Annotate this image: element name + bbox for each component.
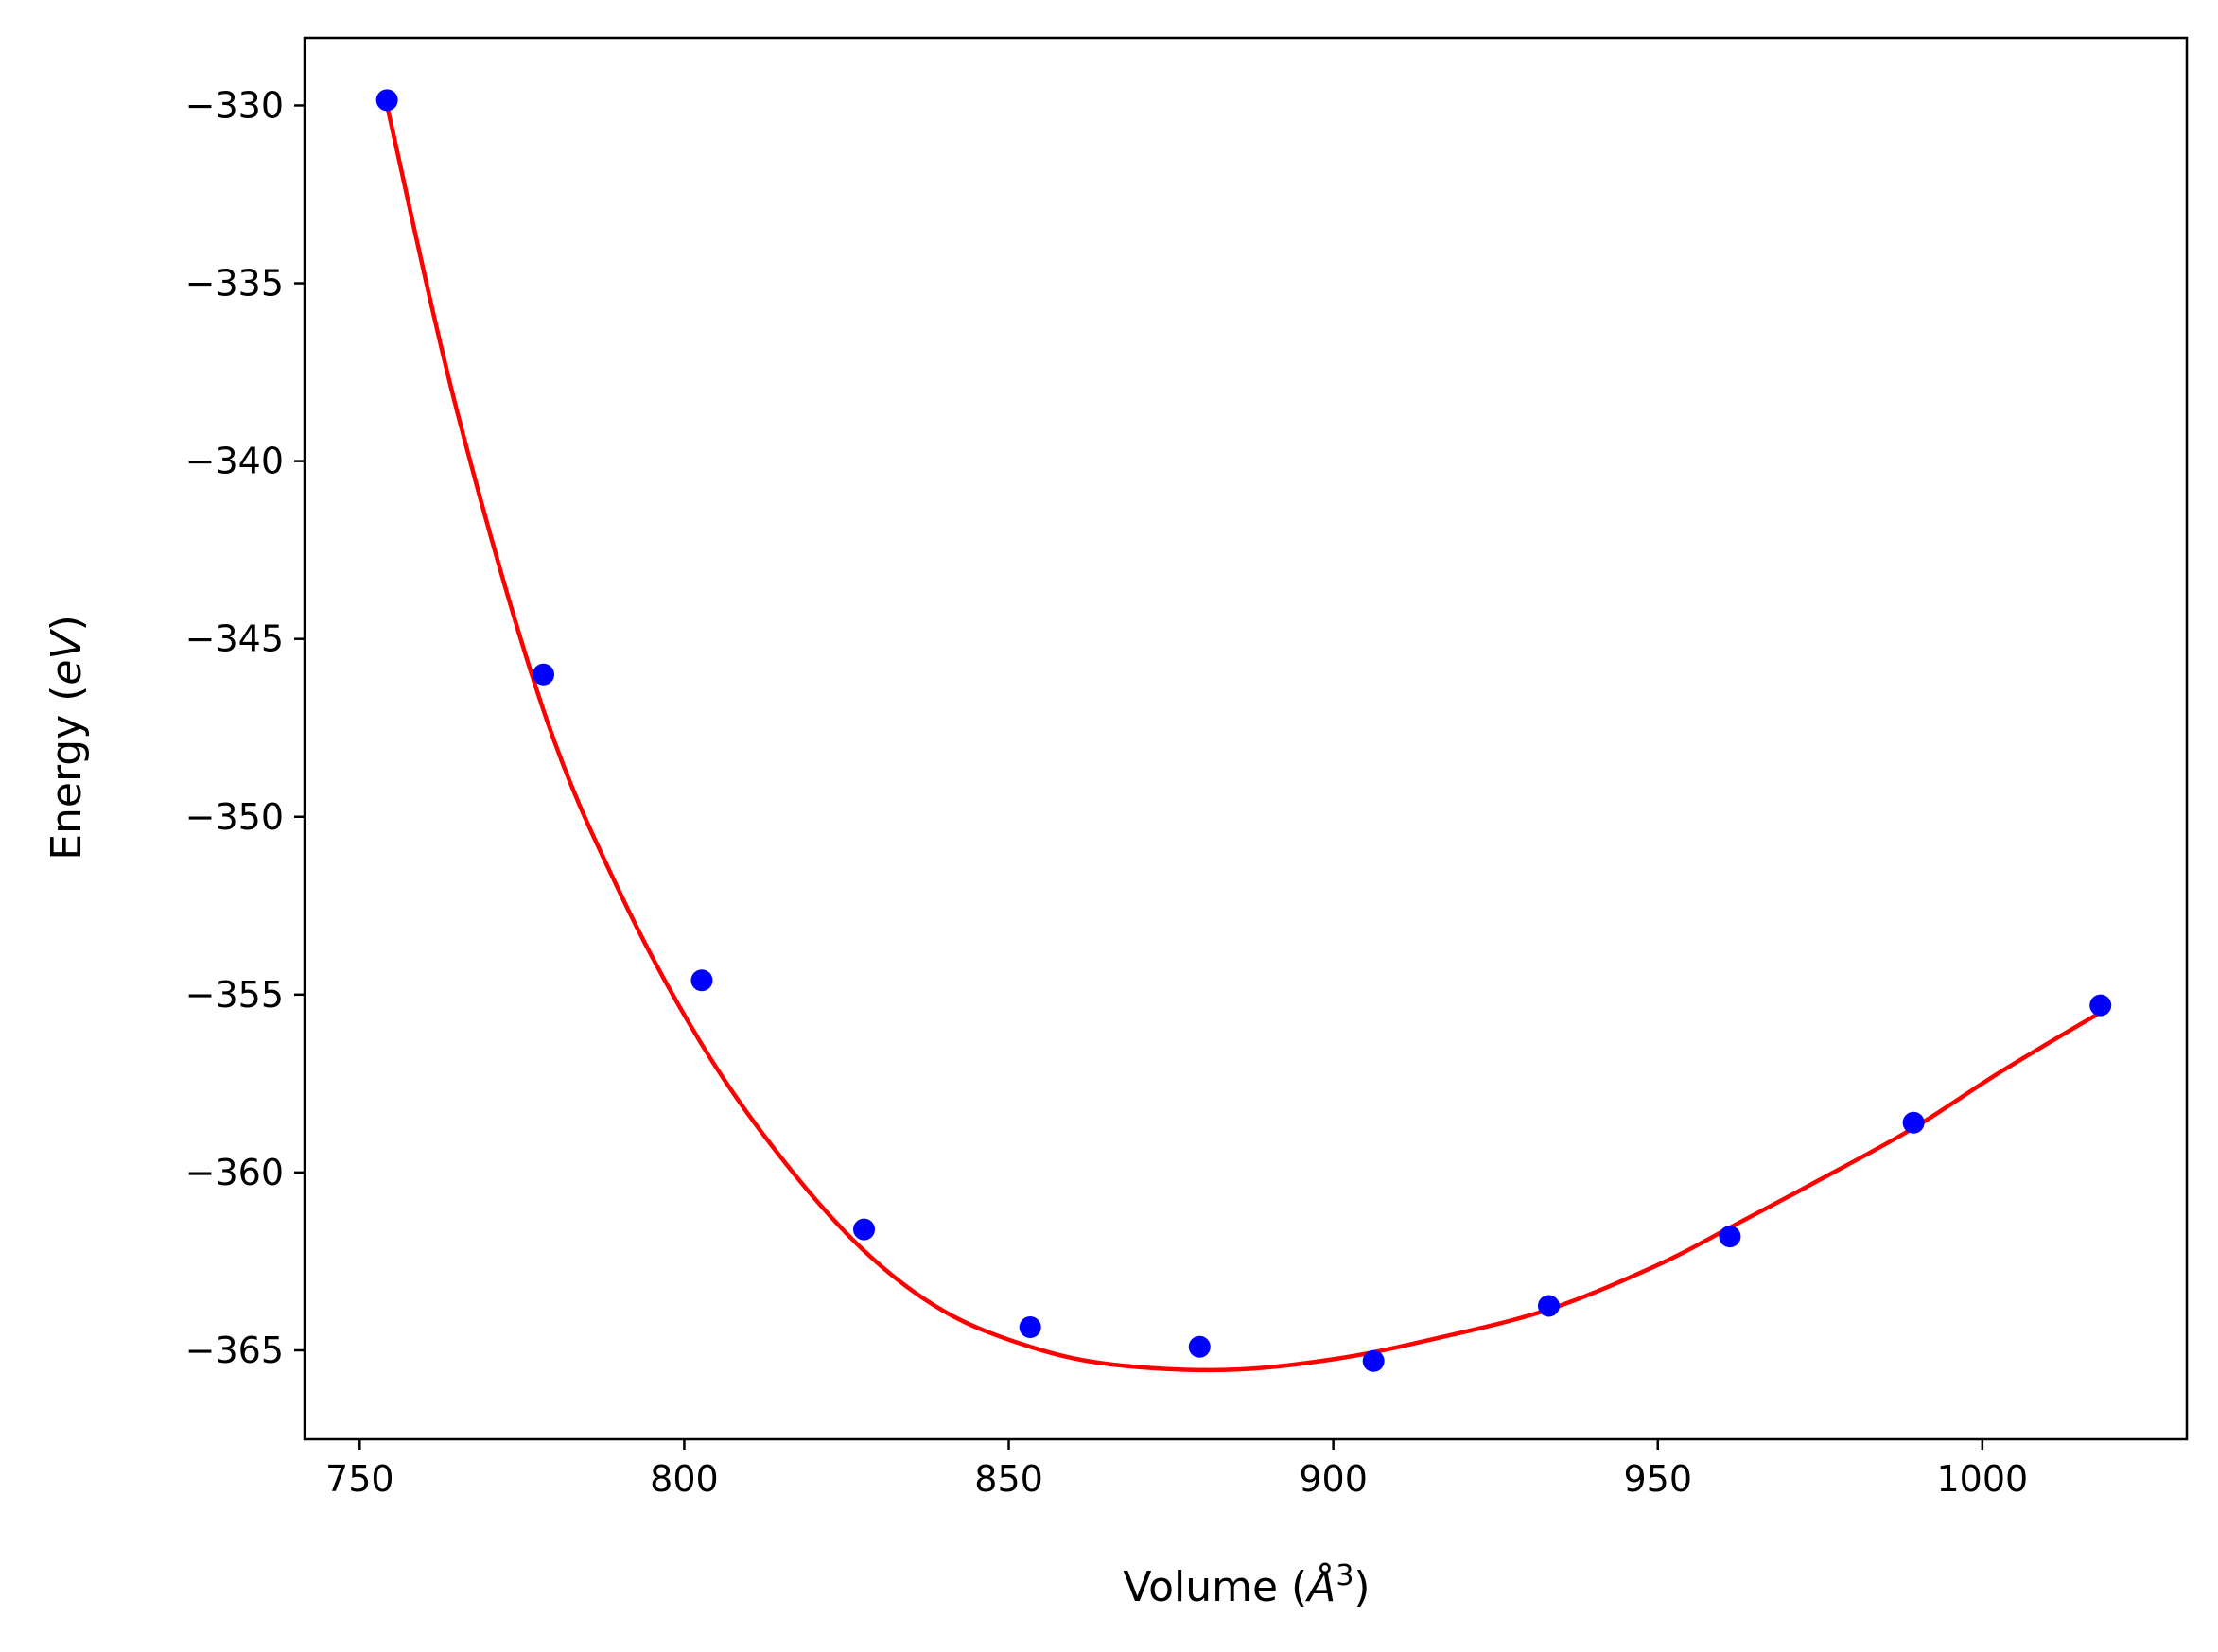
x-tick-label: 850 bbox=[974, 1458, 1043, 1500]
axes-layer: 750 800 850 900 950 1000 −330 −335 −340 −345 −350 −… bbox=[185, 36, 2189, 1500]
data-point bbox=[1362, 1349, 1385, 1372]
y-tick-label: −345 bbox=[185, 618, 284, 660]
data-point bbox=[853, 1218, 876, 1241]
x-tick-label: 1000 bbox=[1936, 1458, 2028, 1500]
data-point bbox=[1188, 1335, 1211, 1358]
fit-curve-line bbox=[384, 104, 2102, 1373]
y-tick-label: −365 bbox=[185, 1330, 284, 1371]
x-tick-label: 950 bbox=[1623, 1458, 1692, 1500]
y-axis-label: Energy (eV) bbox=[43, 615, 91, 861]
y-tick-label: −350 bbox=[185, 796, 284, 838]
data-point bbox=[2089, 994, 2112, 1017]
y-tick-label: −355 bbox=[185, 974, 284, 1016]
x-tick-label: 800 bbox=[650, 1458, 719, 1500]
y-tick-label: −360 bbox=[185, 1152, 284, 1193]
data-point bbox=[690, 969, 713, 992]
data-point bbox=[533, 663, 555, 686]
x-tick-label: 750 bbox=[325, 1458, 394, 1500]
data-point bbox=[1537, 1295, 1560, 1317]
data-point bbox=[1902, 1111, 1925, 1134]
data-area bbox=[375, 89, 2112, 1373]
data-point bbox=[1719, 1226, 1741, 1248]
y-tick-label: −330 bbox=[185, 84, 284, 126]
y-tick-label: −340 bbox=[185, 441, 284, 482]
y-tick-label: −335 bbox=[185, 263, 284, 304]
data-point bbox=[1019, 1316, 1041, 1339]
axes-frame bbox=[303, 36, 2189, 1441]
data-point bbox=[375, 89, 398, 112]
x-axis-label: Volume (Å3) bbox=[1123, 1559, 1370, 1612]
plot-layer bbox=[375, 89, 2112, 1373]
x-tick-label: 900 bbox=[1299, 1458, 1368, 1500]
